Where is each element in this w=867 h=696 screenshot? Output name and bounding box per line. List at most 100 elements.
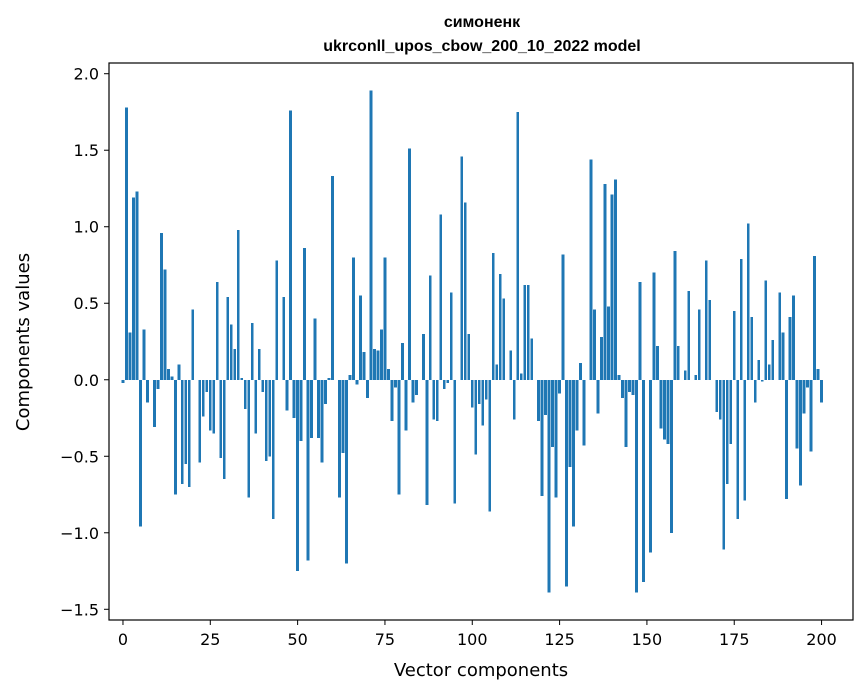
- bar: [725, 379, 729, 484]
- y-tick-label: 2.0: [74, 65, 99, 84]
- y-tick-label: 0.0: [74, 371, 99, 390]
- bar: [561, 254, 565, 380]
- chart-title-line1: симоненк: [444, 14, 521, 31]
- bar: [390, 379, 394, 422]
- bar: [781, 332, 785, 380]
- bar: [317, 379, 320, 438]
- bar: [229, 324, 233, 380]
- bar: [729, 379, 733, 445]
- bar: [516, 111, 520, 380]
- bar: [470, 379, 474, 408]
- bar: [537, 379, 541, 422]
- bar: [303, 248, 306, 380]
- bar: [275, 260, 279, 380]
- bar: [348, 375, 352, 380]
- bar: [215, 281, 219, 380]
- x-tick-label: 50: [287, 630, 307, 649]
- bar: [359, 295, 362, 380]
- bar: [816, 369, 820, 380]
- bar: [313, 318, 317, 380]
- bar: [540, 379, 544, 497]
- bar: [401, 343, 404, 380]
- bar: [327, 378, 331, 380]
- bar: [153, 379, 156, 428]
- plot-frame: [108, 62, 854, 621]
- bar: [519, 373, 523, 380]
- bar: [271, 379, 275, 520]
- bar: [718, 379, 722, 420]
- bar: [669, 379, 673, 533]
- bar: [187, 379, 191, 487]
- bar: [208, 379, 212, 431]
- bar: [802, 379, 806, 414]
- bar: [750, 317, 754, 380]
- x-tick-label: 100: [457, 630, 488, 649]
- bar: [565, 379, 568, 587]
- bar: [739, 258, 743, 380]
- bar: [163, 269, 167, 380]
- bar: [285, 379, 289, 411]
- x-tick-label: 25: [200, 630, 220, 649]
- bar: [435, 379, 439, 422]
- bar: [292, 379, 296, 419]
- bar: [421, 333, 425, 380]
- bar: [771, 339, 775, 380]
- bar: [683, 370, 687, 380]
- bar: [226, 297, 230, 380]
- bar: [428, 275, 432, 380]
- bar: [820, 379, 823, 403]
- bar: [250, 323, 254, 380]
- bar: [649, 379, 652, 553]
- bar: [572, 379, 575, 527]
- y-tick-label: 0.5: [74, 294, 99, 313]
- bars-group: [121, 90, 823, 593]
- bar: [338, 379, 341, 498]
- bar: [757, 359, 761, 380]
- bar: [635, 379, 638, 593]
- bar: [180, 379, 184, 484]
- bar: [170, 376, 174, 380]
- bar: [414, 379, 418, 396]
- bar: [530, 338, 534, 380]
- bar: [282, 297, 286, 380]
- bar: [785, 379, 789, 500]
- bar: [593, 309, 596, 380]
- bar: [554, 379, 558, 498]
- x-tick-label: 0: [118, 630, 128, 649]
- bar: [628, 379, 631, 392]
- bar: [488, 379, 492, 512]
- bar: [495, 364, 499, 380]
- bar: [306, 379, 310, 561]
- bar: [460, 156, 464, 380]
- bar: [607, 306, 610, 380]
- bar: [177, 364, 181, 380]
- bar: [659, 379, 663, 429]
- bar: [788, 317, 792, 380]
- bar: [331, 176, 334, 380]
- bar: [121, 379, 125, 383]
- y-axis-ticks: −1.5 −1.0 −0.5 0.0 0.5 1.0 1.5 2.0: [60, 65, 109, 619]
- bar: [687, 291, 691, 380]
- bar: [289, 110, 293, 380]
- bar: [394, 379, 397, 388]
- chart-title-line2: ukrconll_upos_cbow_200_10_2022 model: [323, 38, 640, 55]
- x-tick-label: 125: [544, 630, 575, 649]
- bar: [467, 333, 471, 380]
- bar: [631, 379, 635, 396]
- bar: [128, 332, 132, 380]
- bar: [614, 179, 617, 380]
- bar: [254, 379, 258, 434]
- bar: [582, 379, 586, 446]
- bar: [439, 214, 443, 380]
- bar: [523, 284, 527, 380]
- bar: [491, 252, 495, 380]
- bar: [547, 379, 551, 593]
- bar: [135, 191, 139, 380]
- y-tick-label: −1.5: [60, 600, 99, 619]
- y-tick-label: −1.0: [60, 524, 99, 543]
- bar: [809, 379, 813, 452]
- bar: [369, 90, 373, 380]
- bar: [694, 375, 698, 380]
- bar: [320, 379, 324, 463]
- bar: [341, 379, 345, 454]
